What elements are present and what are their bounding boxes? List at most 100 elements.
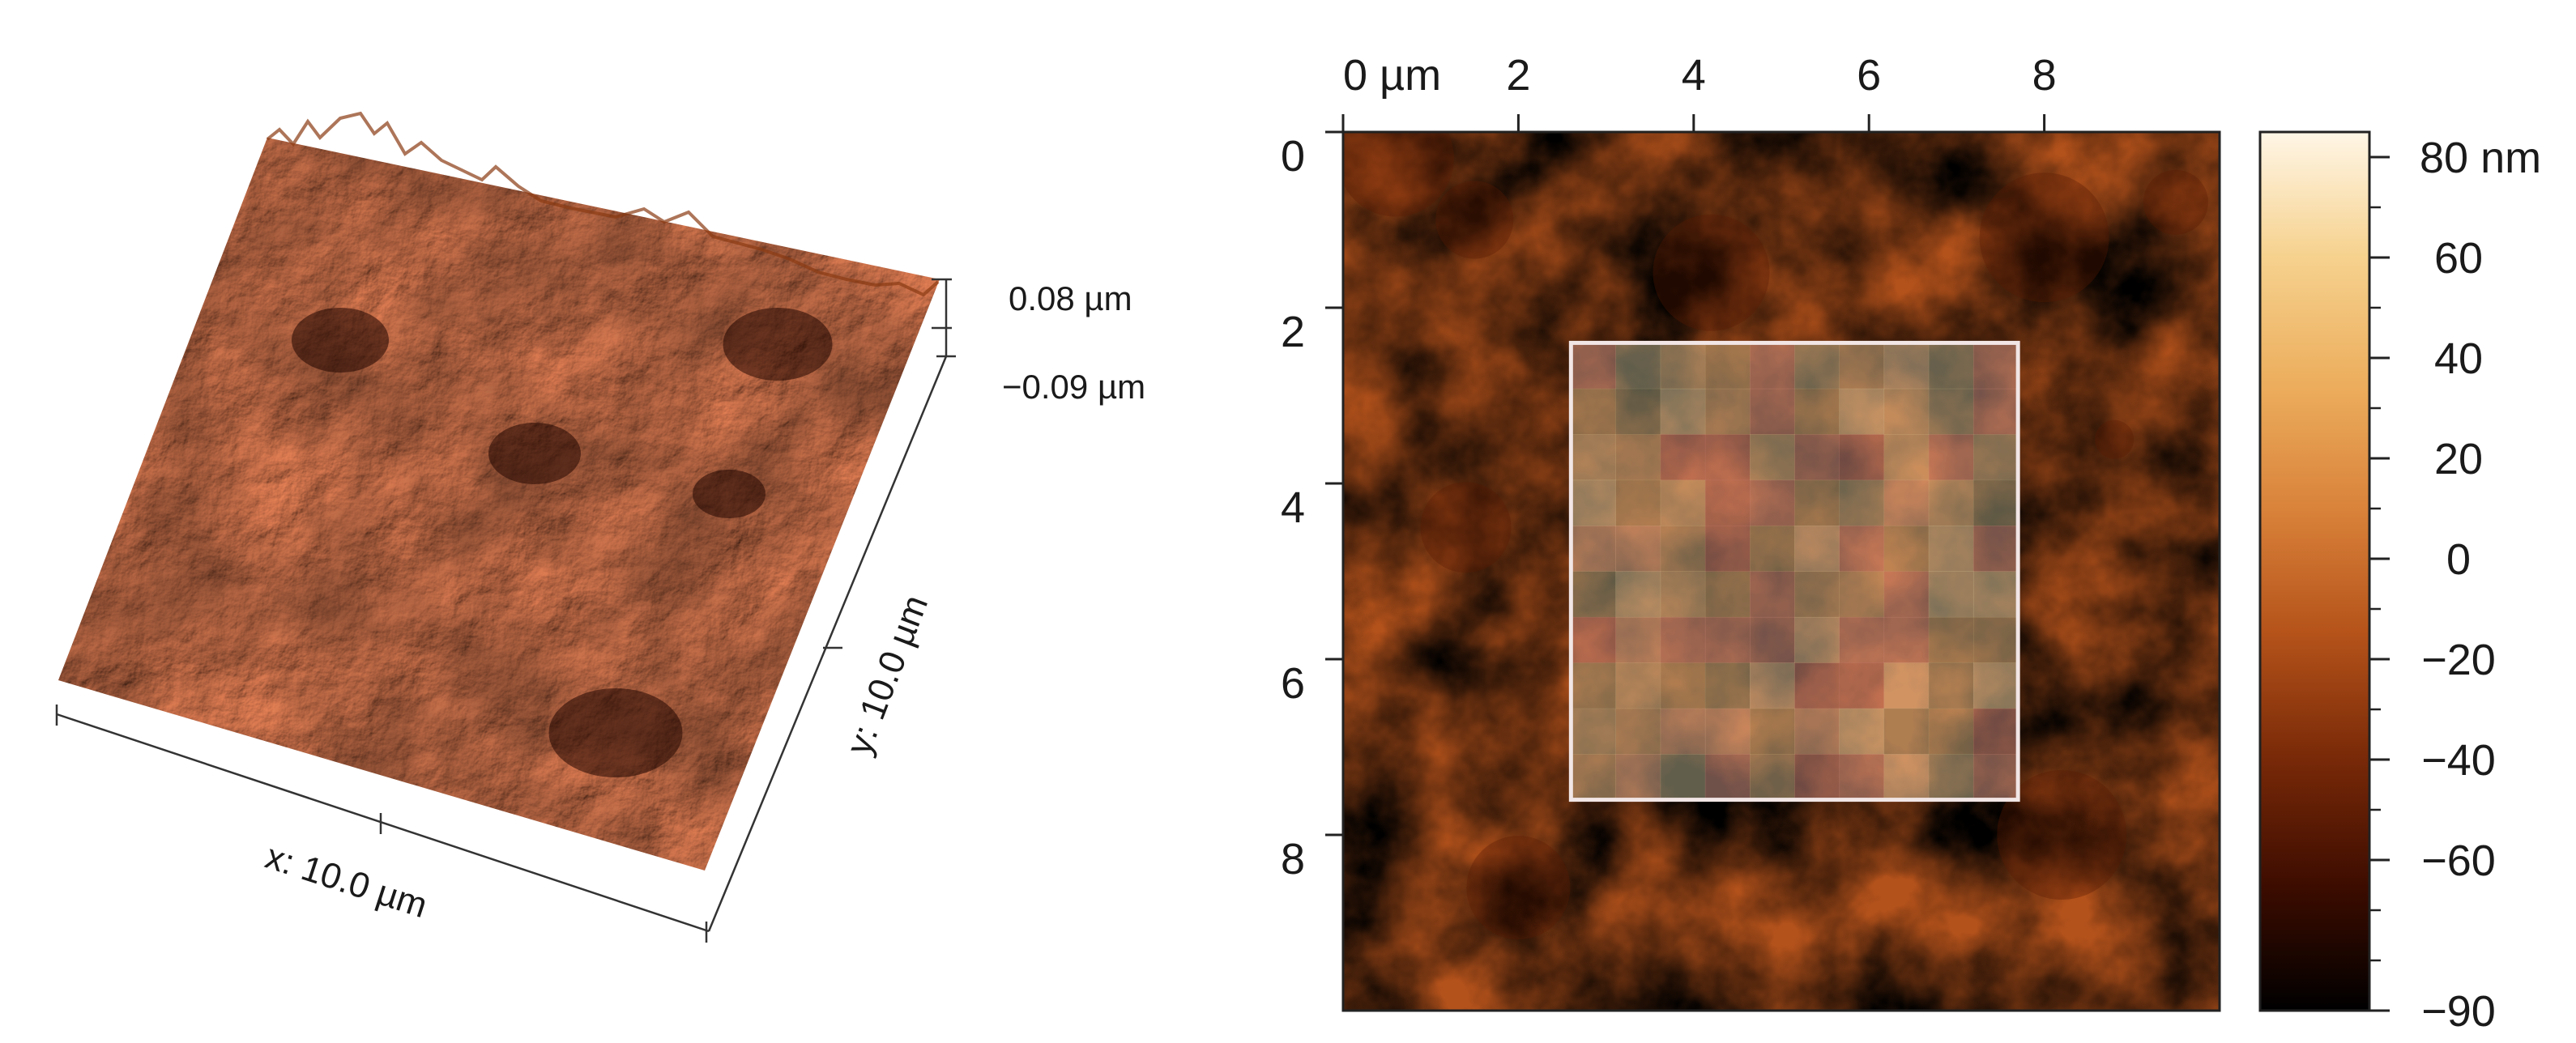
colorbar-tick-label: −20 xyxy=(2421,636,2496,684)
mosaic-cell xyxy=(1883,708,1930,755)
height-map-image xyxy=(1343,132,2220,1011)
mosaic-cell xyxy=(1883,754,1930,801)
height-map-valleys xyxy=(1343,132,2208,940)
x-axis-label-3d: x: 10.0 µm xyxy=(261,837,432,926)
mosaic-cell xyxy=(1794,388,1840,435)
mosaic-cell xyxy=(1839,754,1885,801)
mosaic-cell xyxy=(1750,479,1795,526)
valley-spot xyxy=(1435,181,1514,259)
mosaic-cell xyxy=(1839,388,1885,435)
valley-spot xyxy=(1997,770,2127,900)
mosaic-cell xyxy=(1571,343,1617,390)
mosaic-cell xyxy=(1750,343,1795,390)
mosaic-cell xyxy=(1660,479,1706,526)
mosaic-cell xyxy=(1794,526,1840,572)
mosaic-cell xyxy=(1571,434,1617,481)
surface-pit xyxy=(548,688,683,777)
mosaic-cell xyxy=(1660,662,1706,709)
mosaic-cell xyxy=(1839,343,1885,390)
mosaic-cell xyxy=(1973,479,2019,526)
y-tick-label: 8 xyxy=(1281,835,1305,883)
colorbar-tick-label: 60 xyxy=(2434,234,2483,283)
mosaic-cell xyxy=(1615,708,1661,755)
mosaic-cell xyxy=(1660,616,1706,663)
mosaic-cell xyxy=(1615,434,1661,481)
mosaic-cell xyxy=(1839,479,1885,526)
mosaic-cell xyxy=(1704,616,1751,663)
mosaic-cell xyxy=(1615,479,1661,526)
mosaic-cell xyxy=(1660,571,1706,618)
mosaic-cell xyxy=(1750,754,1795,801)
mosaic-cell xyxy=(1571,388,1617,435)
mosaic-cell xyxy=(1928,571,1974,618)
mosaic-cell xyxy=(1794,708,1840,755)
mosaic-cell xyxy=(1704,526,1751,572)
mosaic-cell xyxy=(1973,434,2019,481)
mosaic-cell xyxy=(1571,708,1617,755)
valley-spot xyxy=(2143,169,2208,235)
mosaic-cell xyxy=(1615,616,1661,663)
mosaic-cell xyxy=(1928,434,1974,481)
valley-spot xyxy=(2095,419,2135,459)
mosaic-cell xyxy=(1794,571,1840,618)
colorbar-tick-label: −40 xyxy=(2421,736,2496,785)
surface-pit xyxy=(488,423,581,484)
mosaic-cell xyxy=(1660,434,1706,481)
mosaic-cell xyxy=(1883,343,1930,390)
x-axis-top: 0 µm 2 4 6 8 xyxy=(1341,51,2057,132)
mosaic-cell xyxy=(1928,708,1974,755)
surface-pit xyxy=(693,470,766,518)
mosaic-cell xyxy=(1615,526,1661,572)
mosaic-cell xyxy=(1660,754,1706,801)
mosaic-cell xyxy=(1750,616,1795,663)
mosaic-cell xyxy=(1973,343,2019,390)
mosaic-cell xyxy=(1794,479,1840,526)
mosaic-cell xyxy=(1928,616,1974,663)
y-tick-label: 4 xyxy=(1281,483,1305,532)
surface-3d-texture xyxy=(58,138,940,871)
mosaic-cell xyxy=(1839,662,1885,709)
mosaic-cell xyxy=(1704,343,1751,390)
mosaic-cell xyxy=(1794,662,1840,709)
mosaic-cell xyxy=(1660,343,1706,390)
valley-spot xyxy=(1653,214,1770,331)
valley-spot xyxy=(1466,836,1571,940)
mosaic-cell xyxy=(1973,616,2019,663)
x-tick-label: 2 xyxy=(1506,51,1530,100)
surface-pit xyxy=(723,308,833,381)
valley-spot xyxy=(1420,482,1512,573)
z-min-label: −0.09 µm xyxy=(1002,368,1145,406)
y-axis-label-3d: y: 10.0 µm xyxy=(839,590,936,760)
mosaic-cell xyxy=(1883,616,1930,663)
x-tick-label: 8 xyxy=(2032,51,2057,100)
mosaic-cell xyxy=(1704,708,1751,755)
mosaic-cell xyxy=(1839,526,1885,572)
mosaic-cell xyxy=(1750,708,1795,755)
valley-spot xyxy=(1343,132,1454,217)
colorbar-tick-label: −90 xyxy=(2421,987,2496,1036)
surface-3d-ridge xyxy=(266,111,940,297)
mosaic-cell xyxy=(1928,754,1974,801)
z-max-label: 0.08 µm xyxy=(1009,279,1132,317)
colorbar xyxy=(2258,130,2371,1012)
mosaic-cell xyxy=(1973,754,2019,801)
mosaic-cell xyxy=(1883,434,1930,481)
mosaic-cell xyxy=(1750,526,1795,572)
mosaic-cell xyxy=(1571,571,1617,618)
mosaic-cell xyxy=(1839,571,1885,618)
mosaic-cell xyxy=(1883,388,1930,435)
valley-spot xyxy=(1979,172,2109,303)
y-tick-label: 6 xyxy=(1281,659,1305,708)
surface-3d-panel: 0.08 µm −0.09 µm x: 10.0 µm y: 10.0 µm xyxy=(55,111,1145,943)
colorbar-tick-label: 20 xyxy=(2434,435,2483,483)
mosaic-cell xyxy=(1615,754,1661,801)
mosaic-cell xyxy=(1571,616,1617,663)
mosaic-cell xyxy=(1883,479,1930,526)
mosaic-cell xyxy=(1794,616,1840,663)
x-tick-label: 4 xyxy=(1682,51,1706,100)
colorbar-tick-label: −60 xyxy=(2421,837,2496,885)
colorbar-tick-label: 80 nm xyxy=(2420,134,2541,182)
mosaic-cell xyxy=(1704,479,1751,526)
x-tick-label: 0 µm xyxy=(1343,51,1441,100)
